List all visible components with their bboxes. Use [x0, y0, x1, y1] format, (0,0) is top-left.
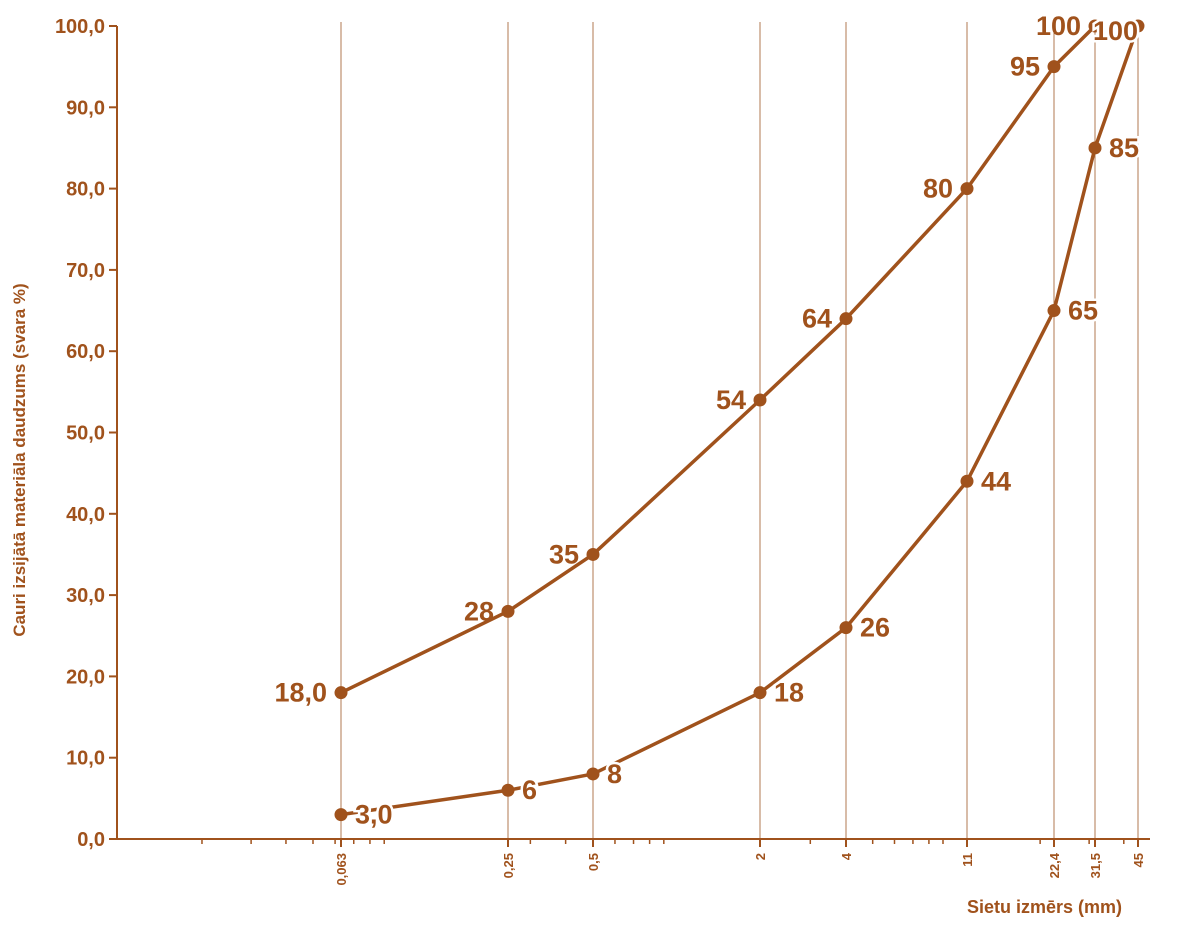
y-tick-label: 0,0	[77, 829, 105, 851]
y-tick-label: 80,0	[66, 179, 105, 201]
series-1-data-label: 100	[1036, 11, 1081, 41]
series-1-point	[839, 312, 853, 326]
y-tick-label: 90,0	[66, 97, 105, 119]
y-tick-label: 30,0	[66, 585, 105, 607]
gridlines	[340, 22, 1139, 839]
x-axis-title: Sietu izmērs (mm)	[967, 897, 1122, 917]
series-2-point	[586, 767, 600, 781]
series-2-point	[753, 686, 767, 700]
y-tick-label: 40,0	[66, 504, 105, 526]
series-2-point	[1088, 141, 1102, 155]
x-tick-label: 4	[839, 852, 854, 860]
series-1-point	[501, 604, 515, 618]
series-2-point	[839, 621, 853, 635]
series-2-data-label: 65	[1068, 296, 1098, 326]
series-2-point	[501, 783, 515, 797]
series-1-point	[334, 686, 348, 700]
x-tick-label: 22,4	[1047, 852, 1062, 878]
series-2-data-label: 18	[774, 678, 804, 708]
x-tick-label: 45	[1131, 853, 1146, 867]
x-tick-label: 11	[960, 853, 975, 867]
series-1-line	[340, 24, 1097, 695]
series-1-data-label: 80	[923, 174, 953, 204]
series-1-point	[1088, 19, 1102, 33]
series-2-data-label: 44	[981, 466, 1011, 496]
series-1-point	[586, 547, 600, 561]
series-2-data-label: 85	[1109, 133, 1139, 163]
series-1-point	[960, 182, 974, 196]
y-tick-label: 50,0	[66, 423, 105, 445]
series-1-data-label: 64	[802, 304, 832, 334]
axes: 0,063 0,25 0,5 2 4 11 22,4 31,5 45 0,0 10,0 20,0 30,…	[55, 16, 1150, 886]
series-2-point	[334, 808, 348, 822]
series-2-data-label: 8	[607, 759, 622, 789]
series-2-data-label: 3,0	[355, 800, 393, 830]
data-labels: 18,0 28 35 54 64 80 95 100 3,0 6 8 18 26 44 65 85 100	[274, 11, 1141, 832]
y-tick-label: 60,0	[66, 341, 105, 363]
series-1-data-label: 28	[464, 596, 494, 626]
y-axis-title: Cauri izsijātā materiāla daudzums (svara…	[10, 283, 29, 636]
x-tick-label: 2	[753, 853, 768, 860]
series-1-data-label: 18,0	[274, 678, 327, 708]
series-1-data-label: 54	[716, 385, 746, 415]
x-tick-label: 0,063	[334, 853, 349, 886]
y-tick-label: 20,0	[66, 666, 105, 688]
series-1-data-label: 95	[1010, 52, 1040, 82]
series-2-point	[1047, 304, 1061, 318]
series-1-point	[1047, 60, 1061, 74]
y-tick-label: 100,0	[55, 16, 105, 38]
series-1-data-label: 35	[549, 539, 579, 569]
x-tick-label: 31,5	[1088, 853, 1103, 878]
x-tick-label: 0,25	[501, 853, 516, 878]
series-2-data-label: 100	[1093, 16, 1138, 46]
x-tick-label: 0,5	[586, 853, 601, 871]
y-tick-label: 70,0	[66, 260, 105, 282]
series-2-point	[1131, 19, 1145, 33]
series-1-point	[753, 393, 767, 407]
series-2-data-label: 6	[522, 775, 537, 805]
series-2-data-label: 26	[860, 613, 890, 643]
y-tick-label: 10,0	[66, 748, 105, 770]
series-2-point	[960, 474, 974, 488]
series	[334, 19, 1145, 822]
